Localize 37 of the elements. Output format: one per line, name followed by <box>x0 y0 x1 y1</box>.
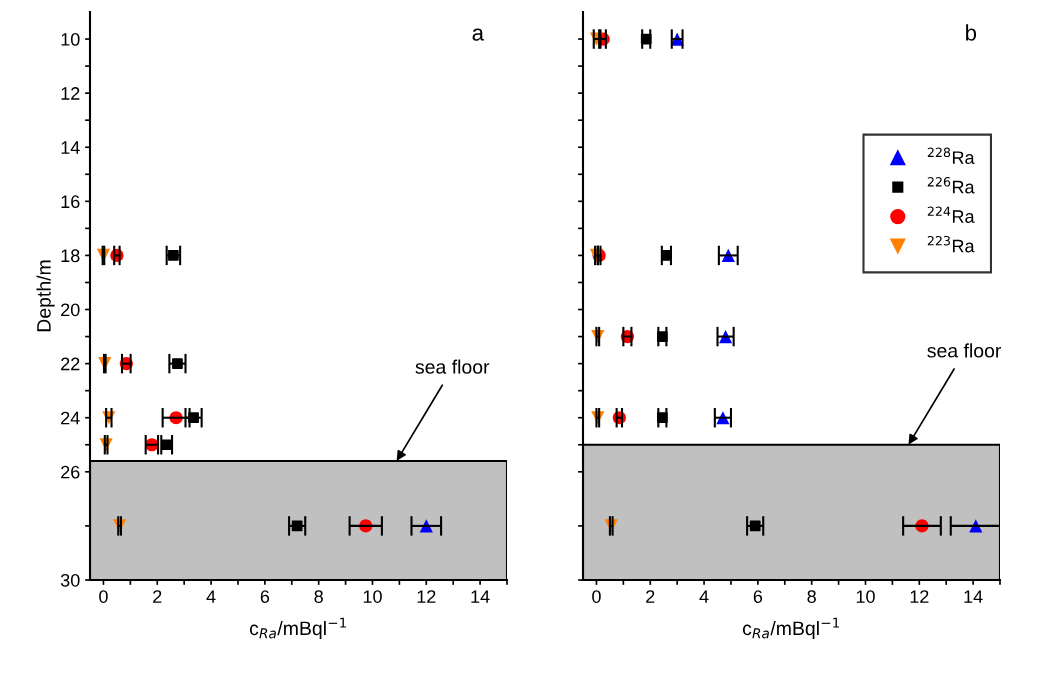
x-tick-label: 14 <box>471 590 490 603</box>
x-tick-label: 14 <box>964 590 983 603</box>
y-axis-title: Depth/m <box>36 260 55 332</box>
y-tick-label: 14 <box>61 141 80 154</box>
x-tick-label: 4 <box>206 590 216 603</box>
x-tick-label: 0 <box>592 590 601 603</box>
annotation: sea floor <box>415 359 490 374</box>
x-tick-label: 4 <box>699 590 709 603</box>
x-tick-label: 2 <box>153 590 162 603</box>
x-axis-title: c$_{Ra}$/mBql$^{−1}$ <box>742 617 840 640</box>
x-tick-label: 0 <box>99 590 108 603</box>
y-tick-label: 24 <box>61 411 80 425</box>
y-tick-label: 10 <box>61 32 80 46</box>
legend-label: $^{223}$Ra <box>927 235 975 253</box>
y-tick-label: 18 <box>61 249 80 263</box>
x-tick-label: 10 <box>363 590 382 603</box>
annotation: a <box>472 28 484 41</box>
x-tick-label: 10 <box>856 590 875 603</box>
y-tick-label: 30 <box>60 573 80 587</box>
y-tick-label: 12 <box>61 87 80 100</box>
legend-label: $^{224}$Ra <box>927 206 975 223</box>
x-tick-label: 12 <box>910 590 929 603</box>
x-axis-title: c$_{Ra}$/mBql$^{−1}$ <box>249 617 347 640</box>
x-tick-label: 6 <box>260 590 270 603</box>
legend-label: $^{226}$Ra <box>927 177 975 194</box>
annotation: sea floor <box>927 343 1002 358</box>
x-tick-label: 2 <box>646 590 655 603</box>
y-tick-label: 16 <box>61 195 80 209</box>
x-tick-label: 8 <box>807 590 816 603</box>
y-tick-label: 20 <box>61 303 80 317</box>
annotation: b <box>966 24 977 41</box>
x-tick-label: 8 <box>314 590 323 603</box>
y-tick-label: 26 <box>61 465 80 479</box>
x-tick-label: 12 <box>417 590 436 603</box>
legend-label: $^{228}$Ra <box>927 147 975 164</box>
x-tick-label: 6 <box>753 590 763 603</box>
y-tick-label: 22 <box>61 357 80 371</box>
